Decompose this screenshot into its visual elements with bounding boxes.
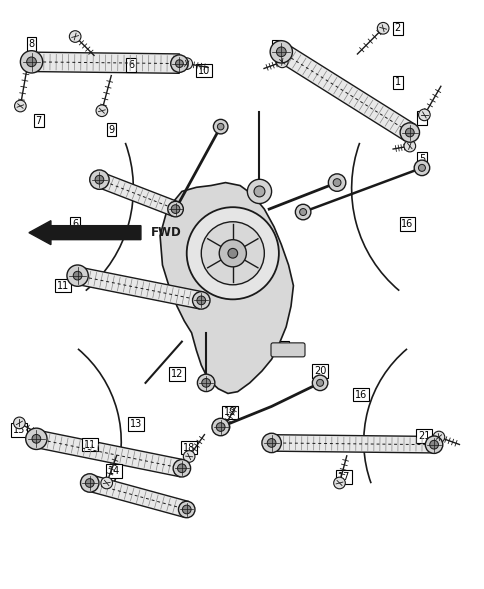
Circle shape xyxy=(227,249,237,258)
Circle shape xyxy=(270,41,292,63)
Circle shape xyxy=(197,374,214,392)
Circle shape xyxy=(405,128,413,137)
Text: 15: 15 xyxy=(13,425,26,435)
Circle shape xyxy=(26,428,47,449)
Circle shape xyxy=(219,240,246,267)
Text: 1: 1 xyxy=(394,78,400,87)
Text: 16: 16 xyxy=(400,219,413,229)
Circle shape xyxy=(181,58,192,70)
Text: 3: 3 xyxy=(273,42,279,52)
Text: 13: 13 xyxy=(129,419,142,429)
Text: 9: 9 xyxy=(108,125,114,134)
Circle shape xyxy=(197,296,205,305)
Circle shape xyxy=(276,47,286,57)
Circle shape xyxy=(170,55,188,72)
Circle shape xyxy=(403,140,415,152)
Text: 11: 11 xyxy=(83,440,96,449)
Circle shape xyxy=(73,272,82,280)
Circle shape xyxy=(182,505,191,514)
Circle shape xyxy=(276,56,287,68)
Circle shape xyxy=(201,379,210,387)
FancyBboxPatch shape xyxy=(271,343,304,357)
Circle shape xyxy=(69,31,81,42)
Circle shape xyxy=(218,421,229,433)
Circle shape xyxy=(418,164,424,171)
Circle shape xyxy=(212,418,229,436)
Circle shape xyxy=(295,204,310,220)
Circle shape xyxy=(424,436,442,454)
Polygon shape xyxy=(275,44,414,141)
Circle shape xyxy=(95,176,104,184)
Circle shape xyxy=(96,105,107,117)
Circle shape xyxy=(213,120,227,134)
Text: FWD: FWD xyxy=(151,226,182,239)
Polygon shape xyxy=(34,430,183,477)
Circle shape xyxy=(201,221,264,285)
Circle shape xyxy=(192,292,210,309)
Circle shape xyxy=(32,435,41,443)
Polygon shape xyxy=(96,173,178,216)
Text: 4: 4 xyxy=(418,113,424,123)
Text: 22: 22 xyxy=(219,369,231,379)
Circle shape xyxy=(183,451,195,462)
Polygon shape xyxy=(31,52,179,73)
Circle shape xyxy=(432,431,444,443)
Circle shape xyxy=(15,100,26,112)
Circle shape xyxy=(261,434,281,452)
Circle shape xyxy=(429,441,438,449)
Text: 8: 8 xyxy=(29,39,34,49)
Circle shape xyxy=(101,477,112,489)
Circle shape xyxy=(14,417,25,429)
Circle shape xyxy=(67,265,88,286)
Circle shape xyxy=(167,201,183,217)
Circle shape xyxy=(20,51,43,73)
Circle shape xyxy=(333,477,345,489)
Text: 18: 18 xyxy=(182,443,195,452)
Circle shape xyxy=(177,464,186,472)
Circle shape xyxy=(418,109,429,121)
Circle shape xyxy=(90,170,109,189)
Circle shape xyxy=(216,423,225,431)
Text: 6: 6 xyxy=(128,60,134,70)
Circle shape xyxy=(328,174,345,191)
Circle shape xyxy=(312,375,327,391)
Text: 6: 6 xyxy=(72,219,78,229)
Text: 16: 16 xyxy=(354,390,367,399)
Circle shape xyxy=(254,186,264,197)
Text: 11: 11 xyxy=(57,281,69,290)
Circle shape xyxy=(178,501,195,518)
Circle shape xyxy=(299,209,306,216)
Polygon shape xyxy=(76,267,203,309)
Text: 17: 17 xyxy=(337,472,350,482)
Circle shape xyxy=(27,57,36,67)
Circle shape xyxy=(267,439,275,447)
Text: 21: 21 xyxy=(417,431,430,441)
Circle shape xyxy=(80,474,99,492)
Text: 20: 20 xyxy=(313,366,326,376)
Circle shape xyxy=(171,205,180,213)
Text: 14: 14 xyxy=(107,466,120,476)
Circle shape xyxy=(333,178,340,187)
Circle shape xyxy=(316,379,323,386)
Polygon shape xyxy=(271,435,433,453)
Circle shape xyxy=(247,179,271,204)
Text: 10: 10 xyxy=(197,66,210,75)
Text: 5: 5 xyxy=(418,154,424,164)
Polygon shape xyxy=(88,475,188,518)
Circle shape xyxy=(186,207,278,299)
Circle shape xyxy=(377,22,388,34)
Circle shape xyxy=(85,479,94,487)
Circle shape xyxy=(413,160,429,176)
Text: 2: 2 xyxy=(394,24,400,33)
Circle shape xyxy=(217,123,224,130)
Polygon shape xyxy=(160,183,293,393)
Text: 19: 19 xyxy=(224,408,236,417)
Text: 23: 23 xyxy=(274,343,287,352)
Circle shape xyxy=(399,123,419,142)
Circle shape xyxy=(175,59,183,68)
FancyArrow shape xyxy=(29,221,141,244)
Text: 12: 12 xyxy=(170,369,183,379)
Text: 7: 7 xyxy=(36,116,42,125)
Circle shape xyxy=(173,459,190,477)
